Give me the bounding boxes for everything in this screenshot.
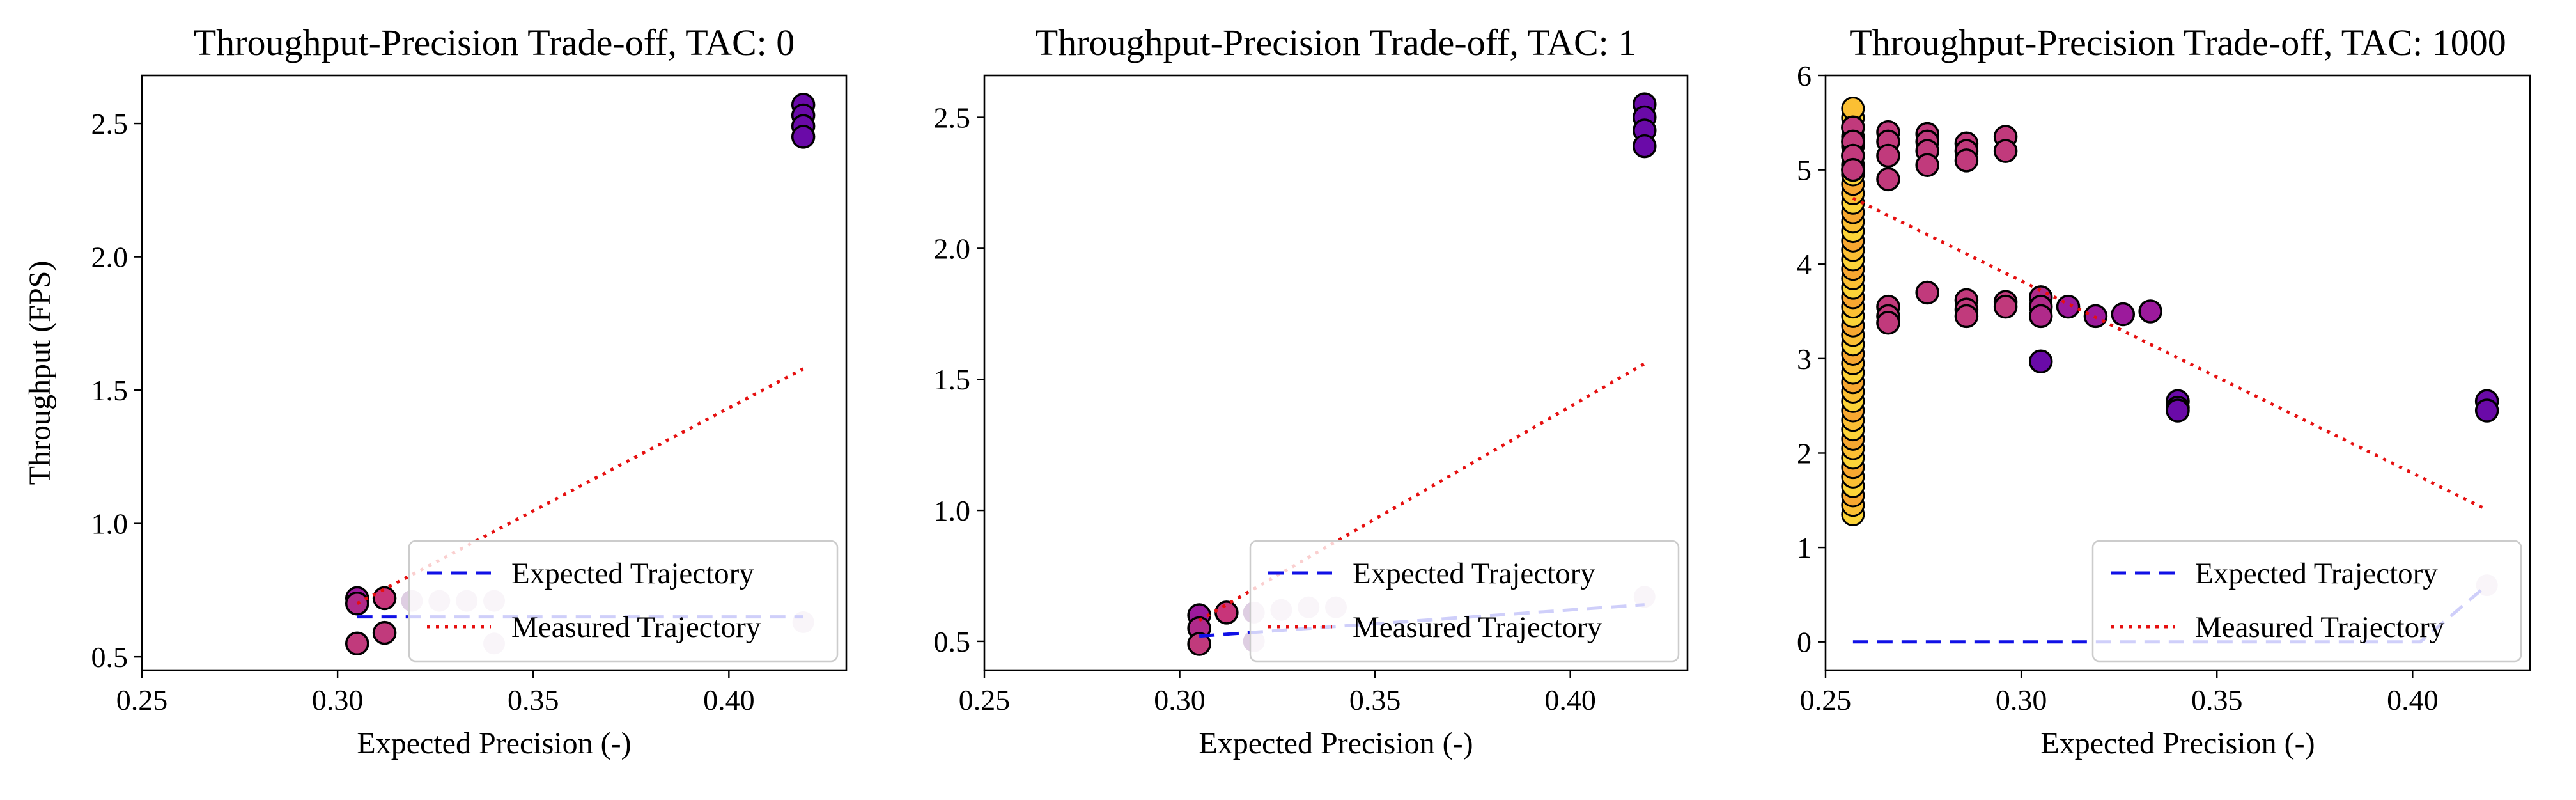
legend-label: Measured Trajectory [2195, 611, 2445, 644]
legend: Expected Trajectory Measured Trajectory [2091, 540, 2522, 663]
scatter-point [2166, 398, 2190, 423]
y-tick-label: 2 [1797, 437, 1812, 469]
scatter-point [1993, 294, 2018, 319]
measured-trajectory-line [356, 367, 804, 605]
chart-title: Throughput-Precision Trade-off, TAC: 1 [1036, 22, 1637, 63]
scatter-point [791, 125, 816, 149]
axes-frame [1824, 74, 2531, 671]
legend-label: Measured Trajectory [1353, 611, 1602, 644]
plot-area [1841, 97, 2499, 644]
chart-panel-1: Throughput-Precision Trade-off, TAC: 0 0.… [91, 22, 848, 760]
x-tick-label: 0.25 [1800, 684, 1852, 716]
y-tick-label: 0.5 [934, 625, 971, 658]
chart-title: Throughput-Precision Trade-off, TAC: 100… [1849, 22, 2506, 63]
legend-label: Expected Trajectory [2195, 557, 2438, 590]
y-tick-label: 2.0 [91, 241, 128, 274]
scatter-point [1633, 134, 1657, 159]
scatter-point [1876, 143, 1900, 168]
y-tick-label: 1 [1797, 531, 1812, 564]
scatter-point [1187, 632, 1211, 656]
y-tick-label: 1.5 [91, 374, 128, 407]
axes-frame [983, 74, 1689, 671]
scatter-point [345, 631, 369, 656]
legend: Expected Trajectory Measured Trajectory [408, 540, 839, 663]
x-tick-label: 0.35 [2191, 684, 2243, 716]
x-tick-label: 0.30 [312, 684, 364, 716]
scatter-point [2138, 299, 2162, 324]
legend-frame [1249, 540, 1680, 663]
y-tick-label: 2.0 [934, 232, 971, 265]
y-tick-label: 6 [1797, 59, 1812, 92]
x-axis-label: Expected Precision (-) [1199, 726, 1473, 760]
x-tick-label: 0.30 [1996, 684, 2047, 716]
scatter-point [2028, 304, 2053, 329]
x-axis-label: Expected Precision (-) [357, 726, 631, 760]
scatter-point [2056, 294, 2081, 319]
x-axis-label: Expected Precision (-) [2040, 726, 2315, 760]
scatter-point [1214, 600, 1239, 625]
y-tick-label: 1.0 [91, 508, 128, 540]
x-tick-label: 0.25 [959, 684, 1011, 716]
scatter-point [1876, 167, 1900, 192]
legend: Expected Trajectory Measured Trajectory [1249, 540, 1680, 663]
x-tick-label: 0.25 [116, 684, 168, 716]
scatter-point [1915, 280, 1939, 305]
legend-label: Expected Trajectory [1353, 557, 1595, 590]
measured-trajectory-line [1852, 196, 2488, 512]
scatter-point [1841, 157, 1865, 182]
x-tick-label: 0.40 [1544, 684, 1596, 716]
chart-panel-3: Throughput-Precision Trade-off, TAC: 100… [1797, 22, 2531, 760]
y-tick-label: 2.5 [91, 107, 128, 140]
chart-panel-2: Throughput-Precision Trade-off, TAC: 1 0.… [934, 22, 1689, 760]
scatter-point [372, 620, 397, 645]
scatter-point [372, 586, 397, 611]
scatter-point [1915, 153, 1939, 177]
x-tick-label: 0.40 [703, 684, 755, 716]
y-tick-label: 3 [1797, 343, 1812, 375]
x-tick-label: 0.35 [1349, 684, 1401, 716]
legend-frame [408, 540, 839, 663]
scatter-point [1954, 304, 1979, 329]
y-tick-label: 2.5 [934, 102, 971, 134]
y-tick-label: 1.0 [934, 494, 971, 527]
chart-title: Throughput-Precision Trade-off, TAC: 0 [194, 22, 795, 63]
y-tick-label: 0 [1797, 626, 1812, 659]
y-tick-label: 0.5 [91, 641, 128, 673]
y-tick-label: 4 [1797, 248, 1812, 281]
scatter-point [1876, 311, 1900, 335]
legend-label: Measured Trajectory [511, 611, 761, 644]
x-tick-label: 0.40 [2387, 684, 2439, 716]
x-tick-label: 0.30 [1154, 684, 1206, 716]
legend-label: Expected Trajectory [511, 557, 754, 590]
x-tick-label: 0.35 [508, 684, 559, 716]
scatter-point [2474, 398, 2499, 423]
scatter-point [1993, 139, 2018, 163]
y-tick-label: 1.5 [934, 363, 971, 396]
scatter-point [2111, 302, 2136, 327]
y-axis-label: Throughput (FPS) [23, 261, 57, 485]
legend-frame [2091, 540, 2522, 663]
y-tick-label: 5 [1797, 154, 1812, 187]
scatter-point [1954, 148, 1979, 173]
scatter-point [2028, 349, 2053, 374]
axes-frame [141, 74, 848, 671]
